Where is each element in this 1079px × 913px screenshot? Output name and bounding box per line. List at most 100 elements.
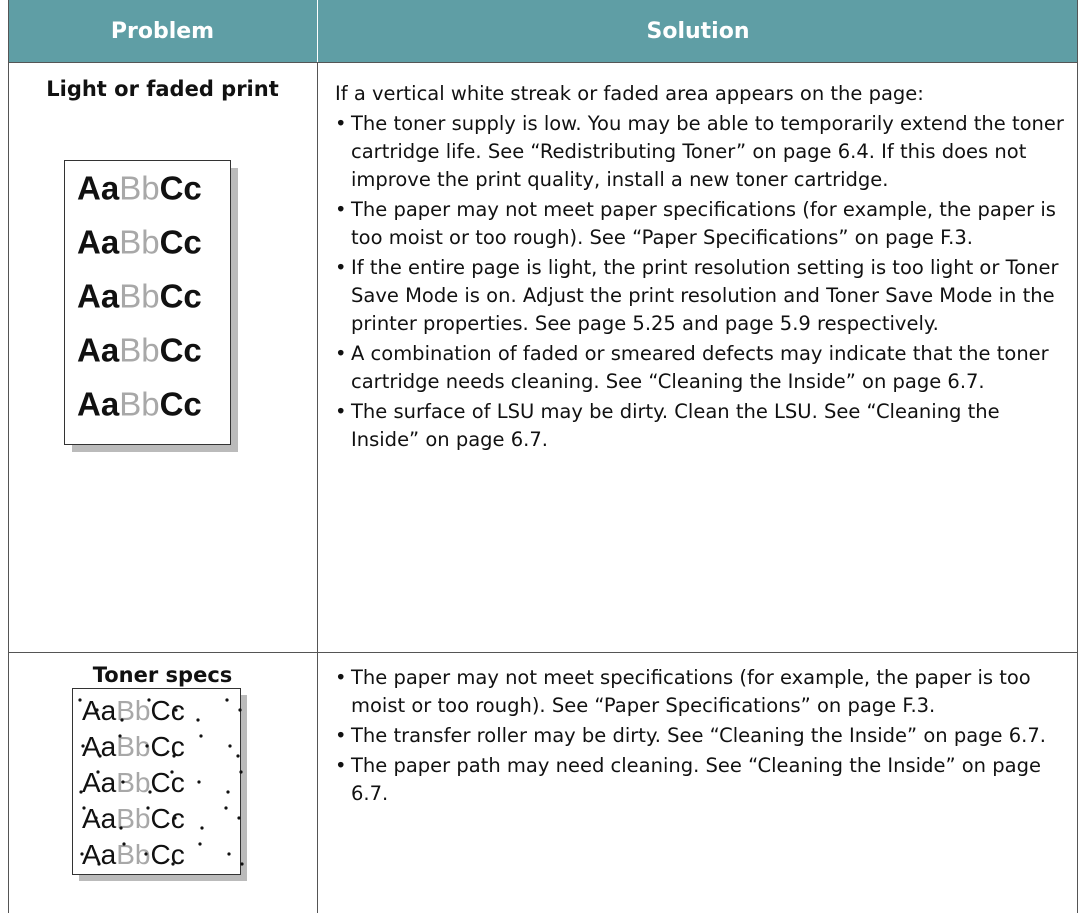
- sample-line: AaBbCc: [77, 332, 202, 369]
- bullet-list: The toner supply is low. You may be able…: [335, 110, 1065, 454]
- toner-dot: [173, 816, 177, 820]
- row-divider: [8, 652, 1078, 653]
- sample-text: Bb: [119, 170, 159, 207]
- sample-text: Aa: [77, 170, 120, 207]
- sample-text: Cc: [160, 170, 202, 207]
- toner-dot: [119, 826, 123, 830]
- toner-dot: [196, 718, 200, 722]
- toner-dot: [240, 862, 244, 866]
- toner-dot: [170, 770, 174, 774]
- sample-line: AaBbCc: [77, 170, 202, 207]
- sample-text: Cc: [160, 332, 202, 369]
- intro: If a vertical white streak or faded area…: [335, 82, 924, 105]
- toner-dot: [94, 816, 98, 820]
- sample-line: AaBbCc: [77, 386, 202, 423]
- toner-dot: [172, 754, 176, 758]
- bullet: The toner supply is low. You may be able…: [335, 110, 1065, 194]
- header-cell: Solution: [318, 0, 1078, 63]
- toner-dot: [144, 852, 148, 856]
- toner-dot: [145, 744, 149, 748]
- toner-dot: [95, 708, 99, 712]
- toner-dot: [97, 862, 101, 866]
- sample-text: Cc: [151, 695, 185, 726]
- sample-text: Bb: [116, 731, 150, 762]
- bullet: The paper path may need cleaning. See “C…: [335, 752, 1065, 808]
- header-cell: Problem: [8, 0, 317, 63]
- sample-text: Aa: [82, 695, 117, 726]
- bullet-list: The paper may not meet specifications (f…: [335, 664, 1065, 808]
- troubleshooting-table: Problem Solution Light or faded print Aa…: [8, 0, 1078, 913]
- toner-dot: [122, 842, 126, 846]
- toner-dot: [146, 806, 150, 810]
- sample-line: AaBbCc: [82, 695, 185, 726]
- sample-line: AaBbCc: [82, 767, 185, 798]
- bullet: The surface of LSU may be dirty. Clean t…: [335, 398, 1065, 454]
- sample-frame: [64, 160, 231, 445]
- bullet: A combination of faded or smeared defect…: [335, 340, 1065, 396]
- toner-dot: [238, 708, 242, 712]
- toner-dot: [228, 744, 232, 748]
- toner-dot: [79, 790, 83, 794]
- bullet: If the entire page is light, the print r…: [335, 254, 1065, 338]
- toner-dot: [226, 790, 230, 794]
- toner-dot: [199, 734, 203, 738]
- sample-text: Bb: [119, 278, 159, 315]
- border: [1077, 0, 1078, 913]
- toner-dot: [239, 770, 243, 774]
- border: [8, 0, 9, 913]
- sample-text: Cc: [160, 278, 202, 315]
- bullet: The paper may not meet specifications (f…: [335, 664, 1065, 720]
- sample-text: Cc: [160, 386, 202, 423]
- toner-dot: [78, 698, 82, 702]
- sample-text: Bb: [119, 224, 159, 261]
- toner-dot: [174, 708, 178, 712]
- sample-line: AaBbCc: [77, 278, 202, 315]
- sample-text: Cc: [151, 767, 185, 798]
- sample-line: AaBbCc: [82, 803, 185, 834]
- toner-dot: [236, 754, 240, 758]
- problem-title: Toner specs: [92, 663, 233, 687]
- toner-dot: [120, 718, 124, 722]
- toner-dot: [121, 780, 125, 784]
- problem-title: Light or faded print: [46, 77, 279, 101]
- solution: The paper may not meet specifications (f…: [335, 662, 1065, 810]
- toner-dot: [237, 816, 241, 820]
- toner-dot: [82, 806, 86, 810]
- bullet: The transfer roller may be dirty. See “C…: [335, 722, 1065, 750]
- sample-line: AaBbCc: [82, 839, 185, 870]
- sample-text: Bb: [116, 767, 150, 798]
- toner-dot: [225, 698, 229, 702]
- sample-text: Aa: [77, 332, 120, 369]
- toner-dot: [227, 852, 231, 856]
- border: [317, 62, 318, 913]
- bullet: The paper may not meet paper specificati…: [335, 196, 1065, 252]
- sample-text: Aa: [77, 278, 120, 315]
- toner-dot: [198, 842, 202, 846]
- toner-dot: [96, 770, 100, 774]
- sample-text: Cc: [151, 803, 185, 834]
- toner-dot: [118, 734, 122, 738]
- sample-line: AaBbCc: [77, 224, 202, 261]
- sample-line: AaBbCc: [82, 731, 185, 762]
- toner-dot: [80, 852, 84, 856]
- sample-text: Aa: [77, 386, 120, 423]
- sample-text: Cc: [160, 224, 202, 261]
- toner-dot: [148, 790, 152, 794]
- sample-text: Aa: [82, 803, 117, 834]
- toner-dot: [98, 754, 102, 758]
- sample-text: Bb: [119, 332, 159, 369]
- sample-text: Aa: [77, 224, 120, 261]
- toner-dot: [147, 698, 151, 702]
- toner-dot: [171, 862, 175, 866]
- sample-text: Cc: [151, 731, 185, 762]
- toner-dot: [197, 780, 201, 784]
- solution: If a vertical white streak or faded area…: [335, 80, 1065, 456]
- toner-dot: [81, 744, 85, 748]
- sample-frame: [72, 688, 241, 875]
- toner-dot: [224, 806, 228, 810]
- sample-text: Cc: [151, 839, 185, 870]
- toner-dot: [200, 826, 204, 830]
